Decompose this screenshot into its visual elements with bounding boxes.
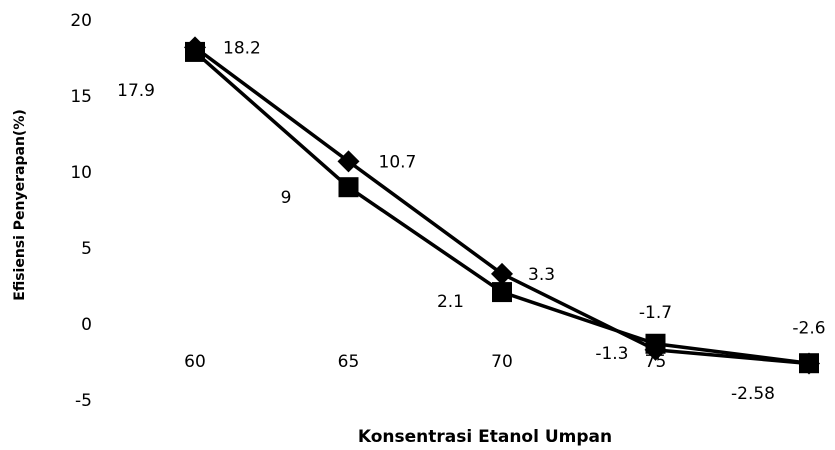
data-label: 2.1 — [437, 292, 464, 312]
data-labels: 18.2 10.7 3.3 -1.7 -2.6 17.9 9 2.1 -1.3 -2.58 — [117, 38, 825, 404]
x-tick-label: 75 — [645, 352, 667, 372]
square-marker — [492, 282, 512, 303]
data-label: -2.58 — [731, 384, 775, 404]
x-axis-title: Konsentrasi Etanol Umpan — [358, 427, 612, 447]
y-tick-label: 15 — [70, 87, 92, 107]
y-tick-label: 0 — [81, 315, 92, 335]
data-label: -1.7 — [639, 303, 672, 323]
square-marker — [799, 353, 819, 374]
data-label: 3.3 — [528, 265, 555, 285]
square-marker — [338, 177, 359, 198]
x-tick-label: 60 — [184, 352, 206, 372]
x-tick-label: 65 — [338, 352, 360, 372]
y-axis-ticks: -5 0 5 10 15 20 — [70, 11, 92, 411]
x-tick-label: 70 — [491, 352, 513, 372]
diamond-marker — [491, 262, 513, 285]
y-axis-title: Efisiensi Penyerapan(%) — [12, 109, 28, 301]
y-tick-label: 20 — [70, 11, 92, 31]
y-tick-label: 5 — [81, 239, 92, 259]
data-label: -2.6 — [792, 319, 825, 339]
series-markers — [184, 36, 820, 375]
square-marker — [185, 41, 205, 62]
diamond-marker — [337, 150, 360, 173]
y-tick-label: 10 — [70, 163, 92, 183]
data-label: 10.7 — [379, 152, 417, 172]
data-label: 17.9 — [117, 81, 155, 101]
square-marker — [645, 333, 666, 354]
data-label: -1.3 — [595, 344, 628, 364]
x-axis-ticks: 60 65 70 75 — [184, 352, 666, 372]
data-label: 9 — [281, 188, 292, 208]
y-tick-label: -5 — [75, 391, 92, 411]
data-label: 18.2 — [223, 38, 261, 58]
